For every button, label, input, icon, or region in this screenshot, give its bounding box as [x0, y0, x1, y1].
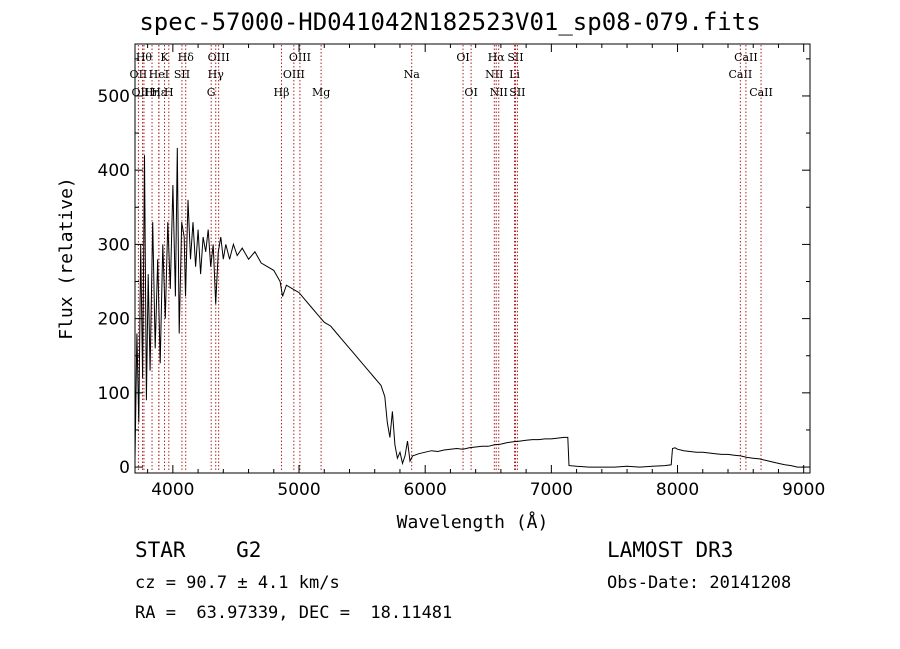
spectral-line-label: SII: [509, 86, 525, 99]
object-type: STAR G2: [135, 538, 262, 562]
spectral-line-label: OIII: [208, 51, 230, 64]
spectral-line-label: SII: [507, 51, 523, 64]
y-axis-label: Flux (relative): [56, 177, 77, 340]
spectral-line-label: OIII: [283, 68, 305, 81]
y-tick-label: 0: [119, 458, 130, 478]
flux-series-line: [134, 147, 804, 468]
y-tick-label: 500: [98, 87, 130, 107]
chart-title: spec-57000-HD041042N182523V01_sp08-079.f…: [139, 8, 761, 36]
spectral-line-label: OIII: [289, 51, 311, 64]
redshift-velocity: cz = 90.7 ± 4.1 km/s: [135, 573, 340, 593]
spectral-line-label: Hδ: [178, 51, 195, 64]
spectral-line-label: Mg: [312, 86, 330, 99]
x-tick-label: 7000: [530, 480, 573, 500]
axis-ticks: 4000 5000 6000 7000 8000 9000 0 100 200 300 400 500: [98, 44, 825, 500]
spectral-line-label: CaII: [749, 86, 773, 99]
spectral-line-label: CaII: [734, 51, 758, 64]
spectral-line-label: Hη: [144, 86, 160, 99]
x-tick-label: 4000: [151, 480, 194, 500]
spectral-line-label: OII: [130, 68, 148, 81]
x-tick-label: 9000: [782, 480, 825, 500]
observation-date: Obs-Date: 20141208: [607, 573, 792, 593]
spectral-line-label: Na: [404, 68, 421, 81]
spectral-line-label: Hε: [151, 86, 167, 99]
x-tick-label: 6000: [404, 480, 447, 500]
spectral-line-label: OI: [464, 86, 477, 99]
spectral-line-label: H: [164, 86, 174, 99]
spectral-line-label: NII: [490, 86, 508, 99]
plot-frame: [134, 43, 811, 474]
spectral-line-label: K: [160, 51, 169, 64]
spectral-line-label: Hβ: [274, 86, 290, 99]
spectral-line-label: Hθ: [136, 51, 153, 64]
sky-coordinates: RA = 63.97339, DEC = 18.11481: [135, 603, 453, 623]
spectral-line-label: Hα: [488, 51, 506, 64]
y-tick-label: 100: [98, 384, 130, 404]
spectral-line-label: Li: [509, 68, 520, 81]
spectral-line-label: Hγ: [208, 68, 225, 81]
x-tick-label: 5000: [277, 480, 320, 500]
y-tick-label: 400: [98, 161, 130, 181]
y-tick-label: 200: [98, 310, 130, 330]
survey-name: LAMOST DR3: [607, 538, 734, 562]
y-tick-label: 300: [98, 235, 130, 255]
spectrum-plot: [134, 147, 804, 468]
x-axis-label: Wavelength (Å): [397, 511, 549, 533]
spectral-line-label: CaII: [729, 68, 753, 81]
spectral-line-label: SII: [174, 68, 190, 81]
spectral-line-label: NII: [485, 68, 503, 81]
x-tick-label: 8000: [656, 480, 699, 500]
spectral-line-label: G: [207, 86, 216, 99]
spectral-line-label: OI: [456, 51, 469, 64]
